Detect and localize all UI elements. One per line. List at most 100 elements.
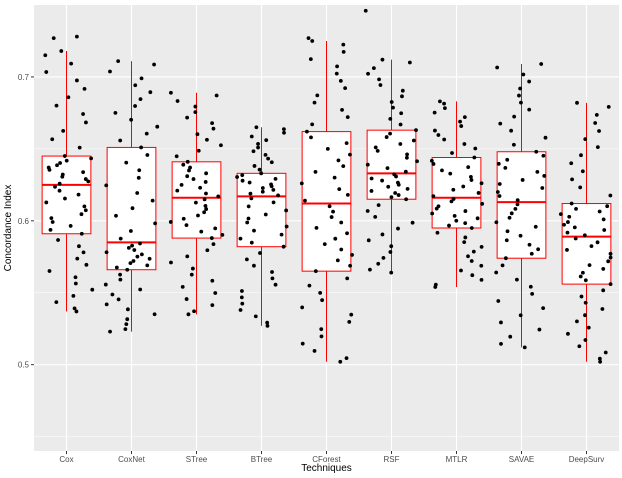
data-point [131, 259, 136, 263]
data-point [145, 153, 150, 157]
data-point [338, 78, 343, 83]
data-point [104, 302, 109, 307]
data-point [256, 145, 260, 150]
jitter-points [43, 8, 613, 364]
data-point [193, 200, 198, 205]
data-point [187, 168, 191, 173]
data-point [499, 341, 503, 346]
data-point [116, 59, 121, 64]
data-point [135, 254, 140, 259]
data-point [380, 232, 385, 237]
data-point [518, 313, 523, 318]
data-point [53, 184, 57, 189]
data-point [130, 243, 134, 248]
data-point [89, 156, 93, 161]
data-point [303, 198, 307, 203]
data-point [343, 86, 348, 90]
data-point [205, 248, 210, 253]
data-point [530, 291, 535, 296]
data-point [515, 202, 520, 207]
data-point [405, 152, 409, 157]
data-point [497, 182, 502, 186]
data-point [83, 177, 88, 181]
x-tick-label: CoxNet [118, 455, 145, 464]
data-point [64, 158, 69, 163]
data-point [75, 256, 80, 261]
data-point [542, 174, 547, 178]
data-point [452, 214, 457, 218]
data-point [259, 171, 264, 176]
data-point [471, 249, 476, 254]
data-point [521, 72, 526, 77]
data-point [511, 142, 516, 147]
data-point [281, 244, 286, 249]
data-point [469, 178, 474, 182]
data-point [137, 168, 142, 173]
data-point [338, 359, 343, 364]
data-point [565, 230, 570, 235]
data-point [68, 224, 73, 228]
data-point [188, 165, 192, 170]
data-point [74, 309, 79, 314]
data-point [254, 125, 259, 130]
data-point [152, 312, 157, 317]
data-point [496, 299, 501, 303]
data-point [284, 224, 289, 229]
data-point [319, 334, 324, 339]
data-point [325, 146, 330, 151]
data-point [348, 152, 352, 157]
data-point [77, 145, 82, 150]
data-point [260, 189, 265, 194]
data-point [279, 232, 284, 237]
data-point [345, 276, 350, 281]
data-point [389, 244, 394, 249]
data-point [104, 183, 109, 188]
data-point [299, 181, 304, 186]
data-point [199, 229, 204, 234]
data-point [597, 356, 602, 361]
data-point [331, 209, 335, 214]
data-point [595, 145, 600, 150]
data-point [384, 135, 389, 139]
data-point [537, 327, 542, 332]
data-point [247, 180, 252, 185]
data-point [458, 119, 462, 124]
data-point [380, 57, 385, 62]
data-point [49, 216, 54, 221]
data-point [185, 174, 190, 179]
data-point [497, 194, 502, 198]
data-point [57, 188, 62, 193]
data-point [535, 169, 540, 174]
data-point [81, 170, 86, 175]
data-point [594, 113, 599, 117]
data-point [125, 317, 130, 322]
data-point [138, 97, 143, 101]
data-point [415, 159, 419, 164]
data-point [185, 115, 190, 120]
data-point [251, 149, 256, 154]
data-point [71, 294, 76, 298]
data-point [245, 220, 250, 225]
data-point [602, 228, 607, 232]
data-point [136, 175, 141, 180]
data-point [181, 162, 186, 167]
data-point [169, 260, 173, 265]
data-point [192, 309, 196, 314]
data-point [527, 107, 532, 112]
data-point [246, 204, 251, 209]
data-point [46, 165, 51, 170]
data-point [56, 238, 60, 242]
y-axis-title: Concordance Index [3, 185, 14, 272]
data-point [77, 244, 81, 249]
data-point [313, 269, 318, 274]
data-point [249, 196, 254, 201]
data-point [244, 257, 249, 262]
data-point [375, 148, 380, 153]
data-point [520, 178, 525, 182]
data-point [79, 231, 84, 236]
data-point [385, 166, 390, 171]
data-point [396, 180, 400, 185]
data-point [495, 190, 500, 194]
data-point [447, 223, 451, 228]
data-point [270, 276, 275, 281]
